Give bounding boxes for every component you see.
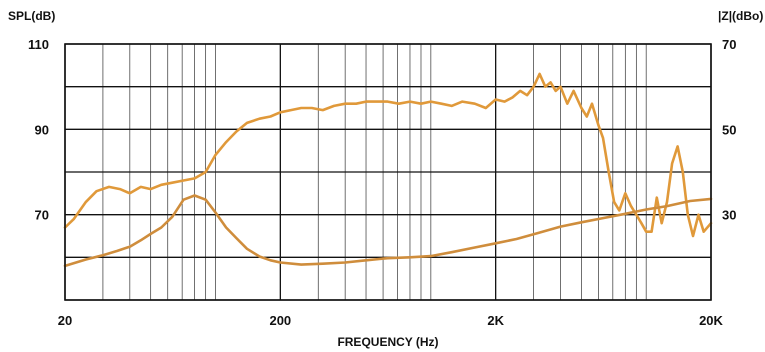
y-tick-label-left: 110 xyxy=(28,37,49,52)
y-tick-label-right: 30 xyxy=(722,208,736,223)
x-tick-label: 2K xyxy=(487,313,504,328)
y-tick-label-right: 50 xyxy=(722,122,736,137)
y-tick-label-right: 70 xyxy=(722,37,736,52)
spl-curve xyxy=(63,72,713,238)
tick-labels: 20 200 2K 20K 110 90 70 70 50 30 xyxy=(28,37,736,328)
grid-lines xyxy=(64,43,712,301)
x-tick-label: 20K xyxy=(699,313,723,328)
x-tick-label: 200 xyxy=(269,313,291,328)
y-tick-label-left: 90 xyxy=(35,122,49,137)
y-axis-label-left: SPL(dB) xyxy=(8,9,55,23)
x-axis-label: FREQUENCY (Hz) xyxy=(337,335,438,349)
y-axis-label-right: |Z|(dBo) xyxy=(718,9,763,23)
impedance-curve xyxy=(63,194,713,268)
y-tick-label-left: 70 xyxy=(35,208,49,223)
x-tick-label: 20 xyxy=(58,313,72,328)
curves xyxy=(63,72,713,268)
plot-frame xyxy=(64,43,712,301)
